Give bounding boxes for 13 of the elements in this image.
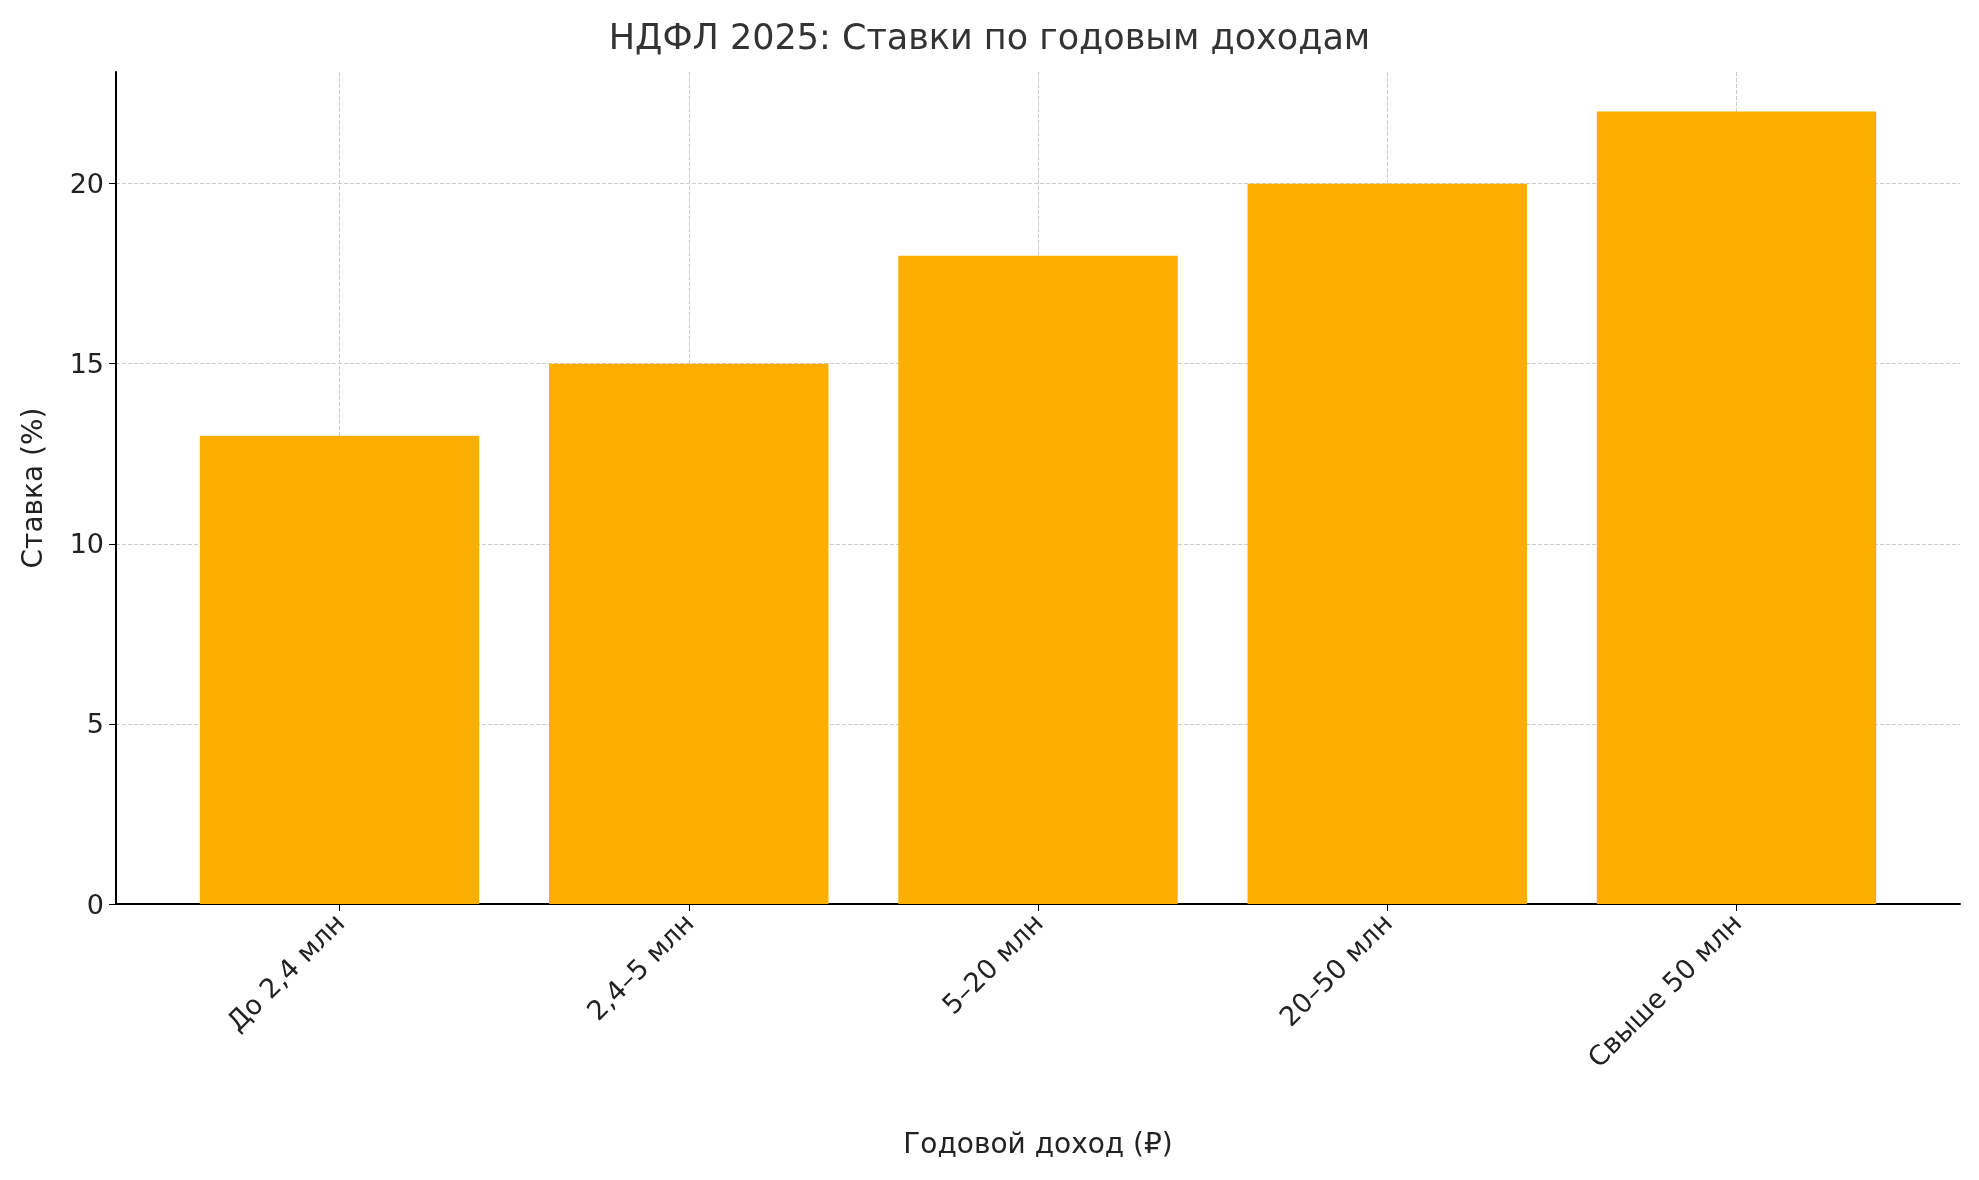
x-axis-title: Годовой доход (₽) [903, 1126, 1173, 1160]
chart-title: НДФЛ 2025: Ставки по годовым доходам [608, 16, 1371, 57]
bar [898, 255, 1178, 904]
y-tick-label: 20 [69, 168, 104, 200]
bar [1596, 111, 1877, 904]
bar [549, 363, 829, 904]
y-tick-label: 5 [86, 708, 104, 740]
y-axis-title: Ставка (%) [15, 407, 49, 569]
y-tick-label: 15 [69, 348, 104, 380]
y-tick-label: 10 [69, 528, 104, 560]
bar [199, 435, 480, 904]
y-tick-label: 0 [86, 888, 104, 920]
bar [1247, 183, 1527, 904]
